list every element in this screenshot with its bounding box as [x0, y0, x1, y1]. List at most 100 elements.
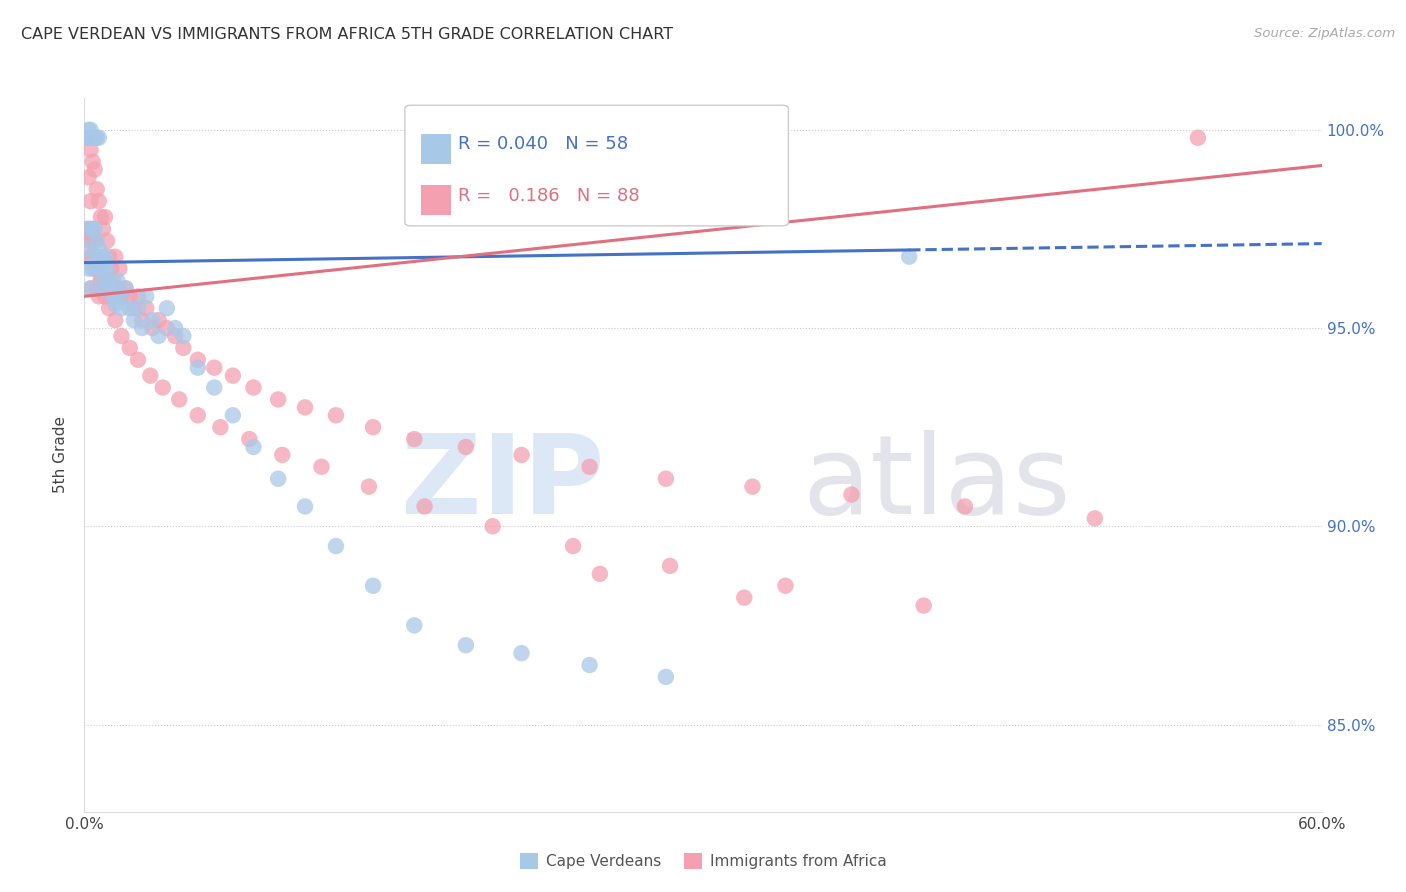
Point	[77, 261, 100, 276]
Point	[77, 123, 100, 137]
Point	[655, 670, 678, 684]
Point	[87, 242, 110, 256]
Point	[75, 222, 97, 236]
Point	[267, 392, 290, 407]
Point	[118, 289, 141, 303]
Point	[655, 472, 678, 486]
Point	[131, 321, 153, 335]
Point	[91, 273, 114, 287]
Point	[104, 297, 127, 311]
Point	[841, 487, 863, 501]
Point	[98, 301, 121, 316]
Point	[172, 341, 194, 355]
Point	[127, 352, 149, 367]
Point	[148, 329, 170, 343]
Point	[127, 289, 149, 303]
Point	[578, 459, 600, 474]
Point	[90, 273, 112, 287]
Point	[510, 646, 533, 660]
Point	[104, 250, 127, 264]
Point	[267, 472, 290, 486]
Point	[135, 301, 157, 316]
Point	[96, 261, 118, 276]
Point	[103, 273, 125, 287]
Point	[187, 409, 209, 423]
Point	[202, 380, 225, 394]
Point	[562, 539, 585, 553]
Point	[86, 130, 108, 145]
Point	[91, 222, 114, 236]
Point	[79, 222, 101, 236]
Point	[82, 154, 104, 169]
Point	[311, 459, 333, 474]
Point	[510, 448, 533, 462]
Point	[86, 234, 108, 248]
Point	[222, 368, 245, 383]
Point	[94, 250, 117, 264]
Legend: Cape Verdeans, Immigrants from Africa: Cape Verdeans, Immigrants from Africa	[513, 847, 893, 875]
Point	[82, 261, 104, 276]
Point	[589, 566, 612, 581]
Point	[77, 170, 100, 185]
Point	[775, 579, 797, 593]
Point	[209, 420, 232, 434]
Point	[98, 250, 121, 264]
Point	[87, 289, 110, 303]
Point	[82, 250, 104, 264]
Point	[104, 313, 127, 327]
Point	[135, 289, 157, 303]
Point	[659, 558, 682, 573]
Point	[127, 301, 149, 316]
Point	[152, 380, 174, 394]
Point	[77, 222, 100, 236]
Text: R =   0.186   N = 88: R = 0.186 N = 88	[458, 186, 640, 204]
Point	[75, 130, 97, 145]
Point	[122, 313, 145, 327]
Point	[105, 281, 128, 295]
Text: CAPE VERDEAN VS IMMIGRANTS FROM AFRICA 5TH GRADE CORRELATION CHART: CAPE VERDEAN VS IMMIGRANTS FROM AFRICA 5…	[21, 27, 673, 42]
Point	[98, 273, 121, 287]
Point	[187, 352, 209, 367]
Point	[294, 500, 316, 514]
Point	[953, 500, 976, 514]
Point	[238, 432, 260, 446]
Point	[103, 289, 125, 303]
FancyBboxPatch shape	[420, 186, 450, 215]
Point	[87, 130, 110, 145]
Point	[114, 281, 136, 295]
Point	[404, 432, 426, 446]
Point	[83, 234, 105, 248]
Point	[96, 234, 118, 248]
Point	[83, 130, 105, 145]
Point	[131, 313, 153, 327]
Point	[167, 392, 190, 407]
Point	[110, 289, 132, 303]
Point	[91, 258, 114, 272]
Point	[139, 368, 162, 383]
Point	[79, 130, 101, 145]
FancyBboxPatch shape	[420, 134, 450, 164]
Point	[122, 301, 145, 316]
Point	[110, 301, 132, 316]
Point	[79, 250, 101, 264]
Point	[79, 281, 101, 295]
Point	[172, 329, 194, 343]
Point	[90, 210, 112, 224]
Point	[325, 409, 347, 423]
Point	[79, 194, 101, 209]
Point	[90, 261, 112, 276]
Point	[454, 638, 477, 652]
Point	[100, 261, 122, 276]
Point	[165, 329, 187, 343]
Point	[79, 143, 101, 157]
Point	[108, 289, 131, 303]
Point	[118, 301, 141, 316]
Point	[413, 500, 436, 514]
Point	[82, 222, 104, 236]
Point	[82, 130, 104, 145]
Point	[87, 261, 110, 276]
Point	[1187, 130, 1209, 145]
Point	[110, 329, 132, 343]
Point	[86, 281, 108, 295]
Point	[141, 321, 163, 335]
